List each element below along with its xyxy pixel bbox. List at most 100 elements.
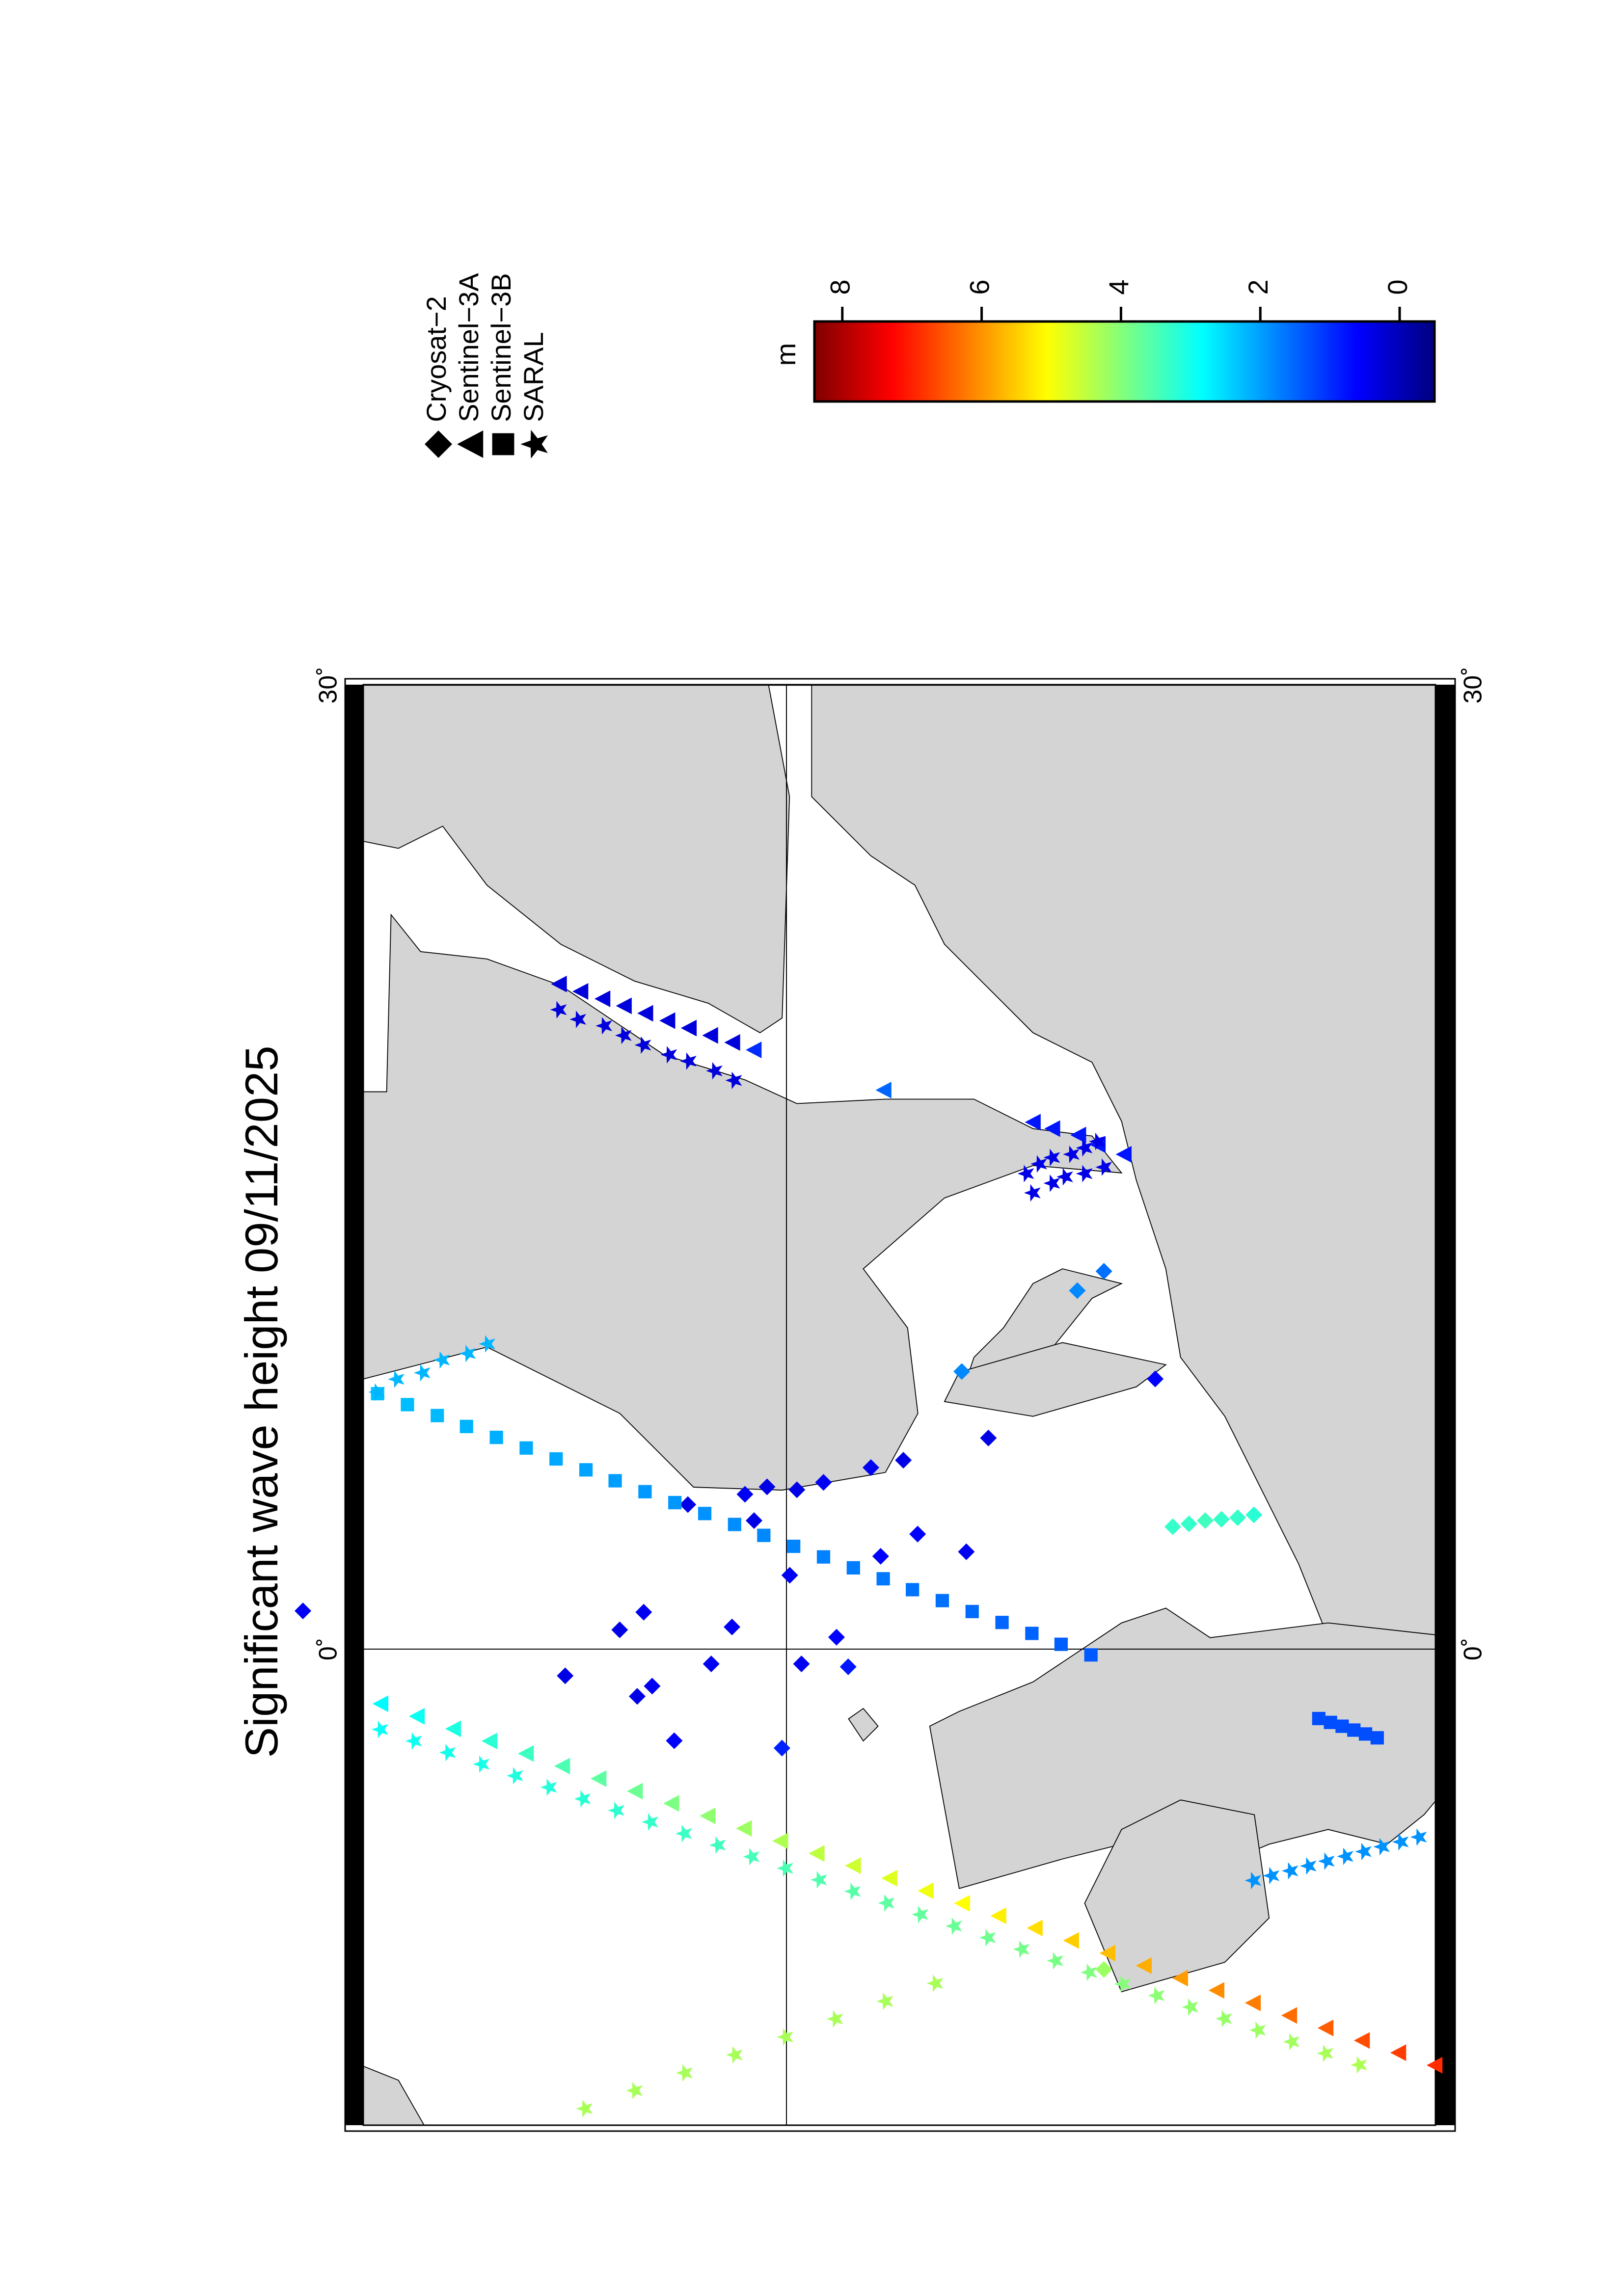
wave-point — [912, 1906, 928, 1923]
wave-point — [1347, 1723, 1361, 1737]
wave-point — [935, 1594, 949, 1607]
wave-point — [517, 1745, 534, 1762]
wave-point — [909, 1525, 926, 1543]
wave-point — [1025, 1627, 1039, 1640]
wave-point — [675, 1825, 692, 1842]
colorbar-tick-label: 8 — [825, 279, 856, 294]
wave-point — [816, 1550, 831, 1564]
wave-point — [637, 1005, 653, 1022]
wave-point — [439, 1744, 456, 1762]
wave-point — [788, 1481, 806, 1498]
x-tick-label: 0˚ — [314, 1638, 343, 1660]
colorbar-tick-label: 4 — [1103, 279, 1134, 294]
wave-point — [414, 1364, 431, 1382]
wave-point — [549, 1452, 563, 1466]
wave-point — [644, 1678, 661, 1695]
wave-point — [758, 1478, 776, 1495]
wave-point — [540, 1778, 557, 1796]
wave-point — [431, 1409, 444, 1422]
wave-point — [554, 1758, 570, 1775]
wave-point — [1114, 1975, 1131, 1993]
wave-point — [579, 1463, 593, 1477]
wave-point — [1318, 1852, 1335, 1870]
frame-bar — [345, 685, 363, 2125]
wave-point — [1148, 1987, 1165, 2004]
colorbar-tick-label: 6 — [964, 279, 995, 294]
wave-point — [1317, 2019, 1334, 2036]
wave-point — [551, 975, 567, 992]
wave-point — [918, 1882, 934, 1899]
wave-point — [1350, 2056, 1367, 2074]
wave-point — [736, 1820, 752, 1837]
wave-point — [958, 1543, 975, 1560]
wave-point — [1063, 1146, 1080, 1163]
wave-point — [1317, 2044, 1333, 2062]
legend-symbol — [520, 429, 548, 459]
wave-point — [295, 1602, 312, 1620]
wave-point — [638, 1485, 652, 1498]
wave-point — [826, 2010, 843, 2028]
wave-point — [1080, 1963, 1097, 1981]
legend-symbol — [492, 433, 514, 455]
legend-symbol — [425, 430, 452, 458]
wave-point — [1427, 2056, 1443, 2074]
wave-point — [845, 1857, 861, 1874]
wave-point — [1030, 1155, 1047, 1173]
wave-point — [990, 1907, 1006, 1924]
wave-point — [787, 1539, 801, 1553]
wave-point — [1263, 1867, 1280, 1885]
wave-point — [1095, 1961, 1112, 1978]
wave-point — [746, 1512, 762, 1529]
wave-point — [1245, 1506, 1263, 1523]
wave-point — [1370, 1731, 1384, 1745]
wave-point — [408, 1708, 425, 1725]
wave-point — [736, 1486, 754, 1503]
wave-point — [1358, 1727, 1373, 1741]
wave-point — [728, 1518, 741, 1531]
wave-point — [595, 1017, 612, 1035]
wave-point — [1355, 1842, 1372, 1861]
wave-point — [793, 1655, 810, 1673]
wave-point — [401, 1398, 414, 1412]
wave-point — [1312, 1711, 1325, 1726]
wave-point — [1084, 1648, 1098, 1662]
wave-point — [980, 1429, 997, 1446]
x-tick-label: 0˚ — [1459, 1638, 1488, 1660]
wave-point — [1249, 2021, 1266, 2039]
wave-point — [1043, 1148, 1060, 1167]
wave-point — [757, 1528, 771, 1542]
wave-point — [627, 1783, 643, 1800]
wave-point — [1136, 1957, 1152, 1974]
wave-point — [659, 1012, 676, 1029]
wave-point — [550, 1001, 567, 1019]
wave-point — [1392, 1833, 1409, 1851]
wave-point — [608, 1474, 622, 1488]
wave-point — [1044, 1120, 1060, 1137]
wave-point — [875, 1081, 892, 1098]
wave-point — [906, 1583, 920, 1597]
wave-point — [1024, 1184, 1041, 1202]
grid: 0˚ 0˚ 30˚ 30˚ — [314, 667, 1488, 1661]
wave-point — [590, 1770, 607, 1787]
wave-point — [574, 1790, 591, 1808]
wave-point — [1095, 1158, 1112, 1176]
wave-point — [1281, 2007, 1298, 2024]
wave-point — [635, 1603, 652, 1621]
wave-point — [1095, 1263, 1112, 1280]
wave-point — [1054, 1637, 1068, 1651]
wave-point — [810, 1871, 827, 1889]
wave-point — [372, 1720, 388, 1738]
wave-point — [1089, 1132, 1106, 1150]
wave-point — [1299, 1857, 1317, 1875]
wave-point — [445, 1720, 461, 1737]
chart-title: Significant wave height 09/11/2025 — [236, 1045, 287, 1758]
wave-point — [676, 2064, 693, 2082]
wave-point — [1047, 1952, 1063, 1970]
wave-point — [1076, 1165, 1093, 1182]
wave-point — [724, 1618, 741, 1635]
wave-point — [1069, 1282, 1086, 1299]
wave-point — [679, 1496, 697, 1513]
wave-point — [706, 1062, 723, 1080]
wave-point — [372, 1695, 389, 1712]
wave-point — [642, 1813, 658, 1831]
